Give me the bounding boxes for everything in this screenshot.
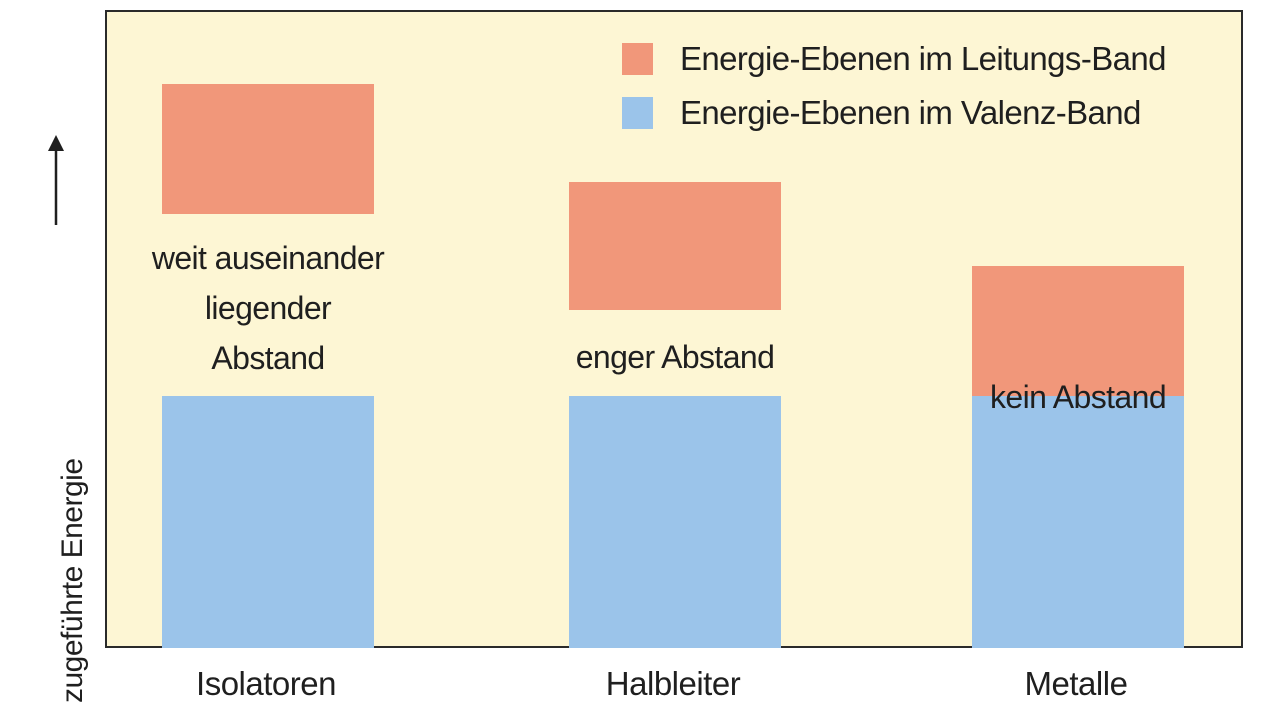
gap-note-line: Abstand — [211, 340, 325, 376]
plot-area: weit auseinander liegender Abstand enger… — [105, 10, 1243, 648]
y-axis-label: zugeführte Energie — [56, 458, 89, 703]
category-label-halbleiter: Halbleiter — [605, 665, 741, 702]
legend-item-valence: Energie-Ebenen im Valenz-Band — [622, 86, 1166, 140]
valence-band-metalle — [972, 396, 1184, 648]
valence-band-halbleiter — [569, 396, 781, 648]
gap-note-line: enger Abstand — [575, 339, 775, 375]
legend-label-valence: Energie-Ebenen im Valenz-Band — [680, 94, 1141, 131]
valence-band-isolatoren — [162, 396, 374, 648]
gap-note-metalle: kein Abstand — [918, 372, 1238, 422]
legend-label-conduction: Energie-Ebenen im Leitungs-Band — [680, 40, 1167, 77]
arrow-up-icon — [48, 135, 64, 225]
gap-note-line: weit auseinander — [151, 240, 385, 276]
category-label-metalle: Metalle — [1024, 665, 1128, 702]
conduction-band-isolatoren — [162, 84, 374, 214]
gap-note-line: liegender — [204, 290, 332, 326]
conduction-band-halbleiter — [569, 182, 781, 310]
legend: Energie-Ebenen im Leitungs-Band Energie-… — [622, 32, 1167, 140]
legend-swatch-conduction — [622, 43, 653, 75]
conduction-band-metalle — [972, 266, 1184, 396]
gap-note-isolatoren: weit auseinander liegender Abstand — [107, 233, 429, 383]
legend-swatch-valence — [622, 97, 653, 129]
category-label-isolatoren: Isolatoren — [196, 665, 336, 702]
gap-note-line: kein Abstand — [989, 379, 1167, 415]
legend-item-conduction: Energie-Ebenen im Leitungs-Band — [622, 32, 1167, 86]
gap-note-halbleiter: enger Abstand — [515, 332, 835, 382]
